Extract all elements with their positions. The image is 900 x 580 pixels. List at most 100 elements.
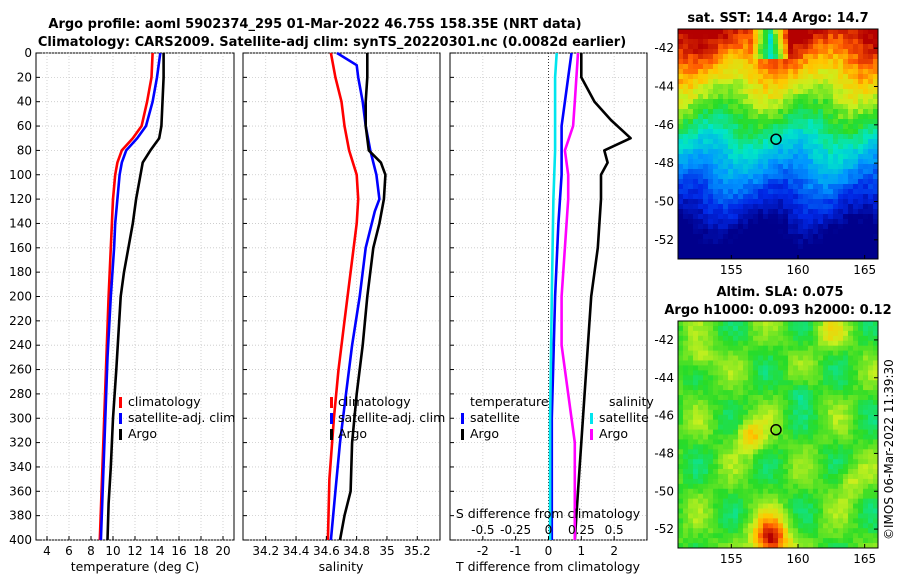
map-cell	[783, 229, 789, 235]
map-cell	[818, 518, 824, 524]
map-cell	[678, 340, 684, 347]
map-cell	[833, 399, 839, 406]
map-cell	[693, 99, 699, 105]
map-cell	[733, 149, 739, 155]
map-cell	[818, 365, 824, 371]
map-cell	[868, 204, 874, 210]
map-cell	[863, 473, 869, 480]
map-cell	[823, 355, 829, 361]
map-cell	[773, 434, 779, 440]
map-cell	[833, 498, 839, 504]
map-cell	[798, 94, 804, 100]
map-cell	[693, 84, 699, 90]
map-cell	[818, 194, 824, 200]
map-cell	[733, 89, 739, 95]
map-cell	[833, 94, 839, 100]
map-cell	[678, 335, 684, 342]
map-cell	[763, 390, 769, 396]
map-cell	[763, 184, 769, 190]
map-cell	[833, 99, 839, 105]
map-cell	[818, 214, 824, 220]
map-cell	[718, 498, 724, 504]
map-cell	[783, 424, 789, 430]
map-cell	[713, 49, 719, 55]
map-cell	[853, 29, 859, 35]
map-cell	[783, 513, 789, 519]
map-cell	[828, 528, 834, 534]
map-cell	[713, 124, 719, 130]
map-cell	[678, 134, 684, 140]
map-cell	[778, 69, 784, 75]
map-cell	[758, 109, 764, 115]
map-cell	[768, 84, 774, 90]
map-cell	[738, 94, 744, 100]
map-cell	[853, 49, 859, 55]
map-cell	[698, 84, 704, 90]
map-cell	[713, 174, 719, 180]
map-cell	[868, 449, 874, 455]
map-cell	[843, 483, 849, 490]
map-cell	[723, 254, 729, 260]
map-cell	[793, 99, 799, 105]
map-cell	[698, 365, 704, 371]
map-cell	[818, 69, 824, 75]
map-cell	[748, 385, 754, 391]
map-cell	[723, 114, 729, 120]
map-cell	[753, 109, 759, 115]
map-cell	[713, 464, 719, 470]
map-cell	[713, 355, 719, 361]
map-cell	[768, 219, 774, 225]
map-cell	[733, 34, 739, 40]
map-cell	[733, 404, 739, 411]
map-cell	[803, 385, 809, 391]
map-cell	[808, 139, 814, 145]
map-cell	[753, 119, 759, 125]
map-cell	[858, 493, 864, 500]
map-cell	[768, 409, 774, 416]
map-cell	[698, 154, 704, 160]
map-cell	[873, 439, 879, 445]
map-cell	[698, 409, 704, 416]
map-cell	[738, 69, 744, 75]
map-cell	[853, 244, 859, 250]
map-cell	[778, 244, 784, 250]
map-cell	[813, 513, 819, 519]
map-cell	[683, 74, 689, 80]
map-cell	[703, 375, 709, 381]
map-cell	[798, 49, 804, 55]
map-cell	[728, 429, 734, 435]
map-cell	[793, 321, 799, 327]
map-cell	[753, 179, 759, 185]
map-cell	[773, 209, 779, 215]
map-cell	[743, 89, 749, 95]
map-cell	[833, 390, 839, 396]
map-cell	[868, 513, 874, 519]
map-cell	[793, 434, 799, 440]
map-cell	[818, 538, 824, 544]
map-cell	[683, 154, 689, 160]
map-cell	[858, 533, 864, 539]
map-cell	[788, 340, 794, 347]
map-cell	[798, 375, 804, 381]
map-cell	[693, 34, 699, 40]
map-cell	[748, 219, 754, 225]
map-cell	[728, 449, 734, 455]
map-cell	[768, 204, 774, 210]
map-cell	[833, 159, 839, 165]
map-cell	[788, 129, 794, 135]
map-cell	[848, 449, 854, 455]
map-cell	[683, 104, 689, 110]
map-cell	[858, 360, 864, 366]
map-cell	[698, 385, 704, 391]
map-cell	[738, 375, 744, 381]
map-cell	[703, 399, 709, 406]
map-cell	[688, 219, 694, 225]
map-cell	[823, 64, 829, 70]
map-cell	[773, 94, 779, 100]
map-cell	[708, 533, 714, 539]
map-cell	[728, 385, 734, 391]
salinity-panel: 34.2 34.4 34.6 34.8 35 35.2 salinity climatol…	[242, 51, 445, 574]
map-cell	[868, 523, 874, 529]
map-cell	[848, 503, 854, 509]
map-cell	[783, 239, 789, 245]
